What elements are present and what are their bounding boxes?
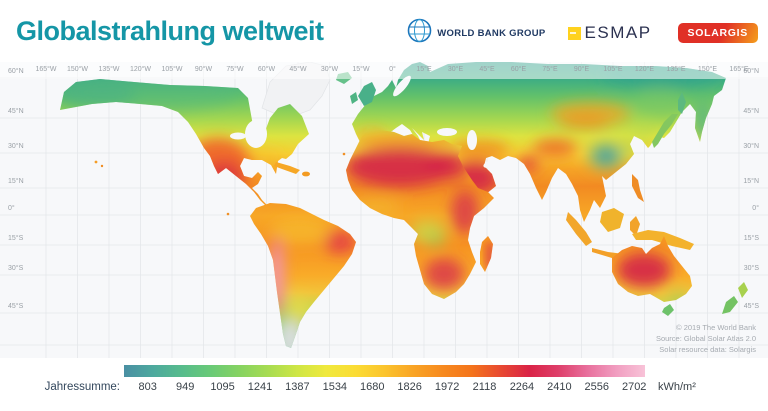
lat-label: 15°S <box>8 235 24 242</box>
legend-value: 1680 <box>360 381 385 393</box>
logo-esmap: ESMAP <box>567 23 652 43</box>
solargis-logo-text: SOLARGIS <box>687 27 748 39</box>
landmass-sakhalin <box>678 92 686 114</box>
lon-label: 0° <box>389 66 396 73</box>
lon-label: 120°E <box>634 66 655 73</box>
legend-value: 2118 <box>472 381 497 393</box>
lat-label: 45°N <box>8 108 24 115</box>
lon-label: 135°E <box>666 66 686 73</box>
landmass-sulawesi <box>630 216 640 236</box>
lat-label: 45°S <box>8 303 24 310</box>
legend-value: 1826 <box>397 381 422 393</box>
lon-label: 120°W <box>129 66 152 73</box>
logo-row: WORLD BANK GROUP ESMAP SOLARGIS <box>407 18 758 48</box>
page-title: Globalstrahlung weltweit <box>16 16 324 46</box>
landmass-philippines <box>632 174 644 202</box>
lon-label: 165°W <box>35 66 57 73</box>
worldbank-globe-icon <box>407 18 432 48</box>
lon-label: 15°W <box>352 66 370 73</box>
lat-label: 30°S <box>8 265 24 272</box>
landmass-uk <box>358 82 376 106</box>
lon-label-band <box>0 62 768 79</box>
lon-label: 30°E <box>447 66 464 73</box>
lon-label: 150°W <box>66 66 89 73</box>
legend-value: 2410 <box>547 381 572 393</box>
landmass-ireland <box>350 92 358 104</box>
world-map: 165°W 150°W 135°W 120°W 105°W 90°W 75°W 60°W 45°… <box>0 61 768 358</box>
lon-label: 15°E <box>416 66 432 73</box>
hudson-bay <box>245 120 267 148</box>
legend-value: 2264 <box>509 381 535 393</box>
worldbank-logo-text: WORLD BANK GROUP <box>437 27 546 39</box>
canaries-dot <box>342 152 346 156</box>
landmass-new-zealand-north <box>738 282 748 298</box>
legend-value: 1095 <box>210 381 235 393</box>
lat-label: 0° <box>752 205 759 212</box>
legend-value: 1972 <box>434 381 460 393</box>
landmass-hispaniola <box>302 171 310 177</box>
hawaii-dot <box>94 160 98 164</box>
copyright-line: Source: Global Solar Atlas 2.0 <box>655 334 756 343</box>
lat-label: 45°S <box>743 303 759 310</box>
hawaii-dot2 <box>100 164 104 168</box>
lon-label: 75°E <box>542 66 558 73</box>
great-lakes <box>230 132 246 140</box>
legend-colorbar <box>124 365 645 377</box>
landmass-new-zealand-south <box>722 296 738 314</box>
legend-values: 803 949 1095 1241 1387 1534 1680 1826 1972 2118 22… <box>129 381 653 393</box>
lat-label: 45°N <box>743 108 759 115</box>
lon-label: 165°E <box>729 66 749 73</box>
lon-label: 45°E <box>479 66 495 73</box>
landmass-tasmania <box>662 304 674 316</box>
persian-gulf <box>483 160 495 168</box>
lon-label: 45°W <box>289 66 307 73</box>
caspian-sea <box>467 130 477 150</box>
lat-label: 0° <box>8 205 15 212</box>
copyright-line: © 2019 The World Bank <box>676 323 756 332</box>
lat-label: 60°N <box>743 68 759 75</box>
legend-value: 949 <box>175 381 195 393</box>
black-sea <box>437 128 457 136</box>
lon-label: 135°W <box>98 66 120 73</box>
lon-label: 150°E <box>697 66 718 73</box>
legend-unit: kWh/m² <box>658 381 696 393</box>
legend-label: Jahressumme: <box>44 381 120 393</box>
legend-value: 1387 <box>285 381 310 393</box>
logo-worldbank: WORLD BANK GROUP <box>407 18 545 48</box>
legend-value: 1241 <box>247 381 273 393</box>
lon-label: 90°W <box>194 66 213 73</box>
esmap-logo-text: ESMAP <box>584 23 652 42</box>
legend-value: 1534 <box>322 381 348 393</box>
lon-label: 60°W <box>257 66 276 73</box>
lat-label: 15°N <box>743 178 759 185</box>
map-copyright: © 2019 The World Bank Source: Global Sola… <box>656 322 756 355</box>
esmap-icon <box>567 26 581 40</box>
landmass-japan <box>652 114 678 148</box>
lat-label: 30°N <box>8 143 24 150</box>
baltic-sea <box>393 75 411 97</box>
legend-value: 803 <box>138 381 157 393</box>
landmass-borneo <box>600 208 624 232</box>
lon-label: 90°E <box>573 66 590 73</box>
logo-solargis: SOLARGIS <box>677 23 758 43</box>
lat-label: 15°S <box>743 235 759 242</box>
galapagos-dot <box>226 212 230 216</box>
world-map-svg <box>0 61 768 358</box>
legend-value: 2702 <box>621 381 647 393</box>
landmass-sumatra <box>566 212 592 246</box>
landmass-cuba <box>274 162 300 174</box>
lat-label: 30°S <box>743 265 759 272</box>
lon-label: 105°E <box>603 66 623 73</box>
copyright-line: Solar resource data: Solargis <box>659 345 756 354</box>
lon-label: 30°W <box>320 66 339 73</box>
lat-label: 30°N <box>743 143 759 150</box>
legend-value: 2556 <box>584 381 610 393</box>
lon-label: 60°E <box>510 66 527 73</box>
lat-label: 15°N <box>8 178 24 185</box>
lon-label: 75°W <box>226 66 244 73</box>
lat-label: 60°N <box>8 68 24 75</box>
lon-label: 105°W <box>161 66 183 73</box>
